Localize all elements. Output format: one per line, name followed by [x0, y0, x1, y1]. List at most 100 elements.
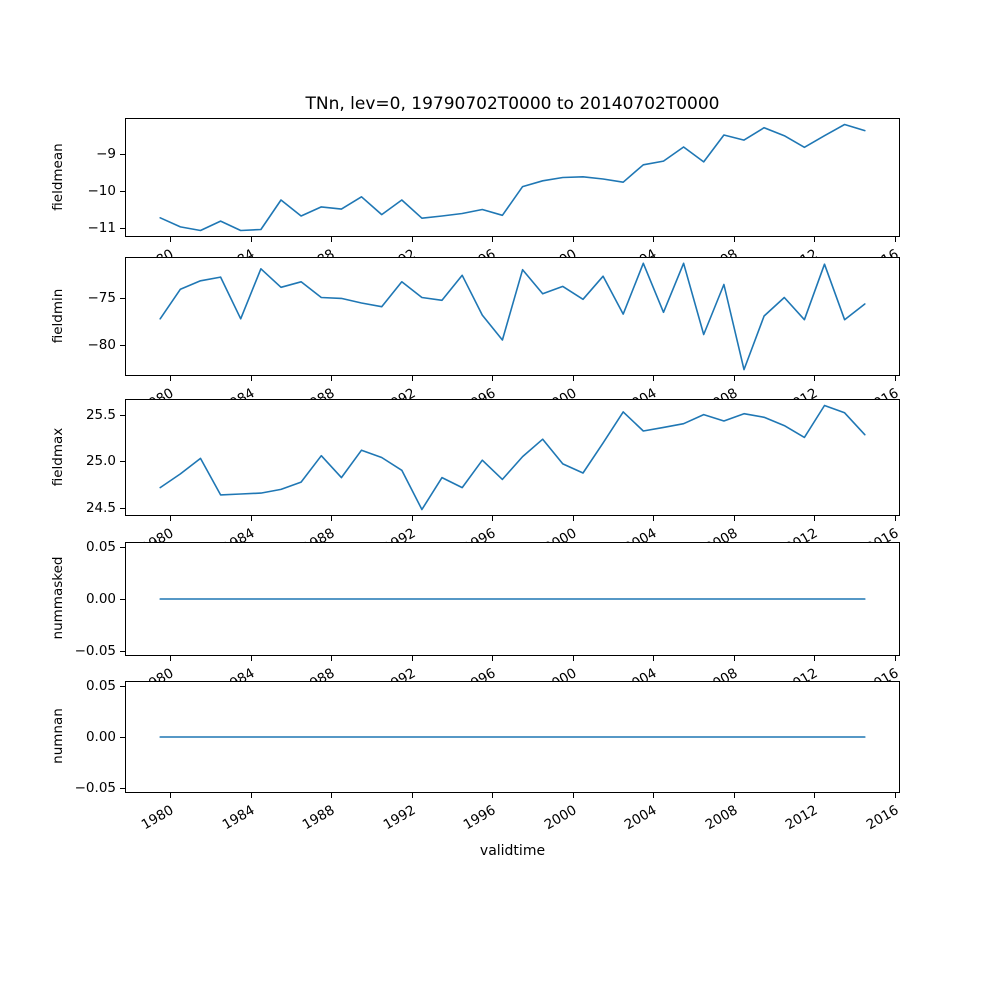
x-tick-mark — [814, 376, 816, 381]
x-tick-mark — [492, 793, 494, 798]
series-line-fieldmin — [159, 262, 866, 371]
x-tick-mark — [733, 793, 735, 798]
x-tick-mark — [572, 793, 574, 798]
x-tick-mark — [653, 237, 655, 242]
y-tick-label: −0.05 — [74, 642, 116, 659]
x-tick-mark — [814, 516, 816, 521]
x-tick-mark — [895, 237, 896, 242]
x-tick-mark — [331, 656, 333, 661]
x-tick-mark — [814, 793, 816, 798]
plot-area-fieldmin — [125, 257, 900, 376]
x-tick-label: 2016 — [863, 802, 902, 834]
y-tick-mark — [120, 599, 125, 600]
x-tick-mark — [572, 237, 574, 242]
y-tick-mark — [120, 461, 125, 463]
y-tick-mark — [120, 787, 125, 789]
y-tick-label: 0.05 — [85, 539, 116, 556]
x-axis-label: validtime — [479, 843, 546, 859]
y-tick-mark — [120, 686, 125, 688]
y-tick-label: 0.00 — [85, 729, 116, 745]
x-tick-mark — [572, 376, 574, 381]
series-line-fieldmean — [159, 123, 866, 232]
x-tick-mark — [733, 376, 735, 381]
y-tick-mark — [120, 153, 125, 155]
y-tick-label: 0.05 — [85, 678, 116, 695]
y-tick-mark — [120, 414, 125, 416]
series-line-numnan — [159, 736, 866, 738]
y-tick-mark — [120, 345, 125, 347]
line-fieldmax — [159, 404, 866, 511]
plot-area-fieldmax — [125, 399, 900, 516]
x-tick-mark — [572, 656, 574, 661]
y-axis-label-fieldmin: fieldmin — [50, 288, 66, 343]
x-tick-mark — [250, 237, 252, 242]
y-tick-mark — [120, 547, 125, 549]
x-tick-mark — [653, 793, 655, 798]
y-tick-label: 25.0 — [85, 453, 116, 470]
y-tick-label: 24.5 — [85, 499, 116, 516]
y-tick-label: −80 — [87, 337, 117, 354]
x-tick-mark — [572, 516, 574, 521]
x-tick-mark — [492, 376, 494, 381]
x-tick-mark — [814, 656, 816, 661]
y-tick-label: −9 — [96, 145, 116, 162]
y-tick-label: 25.5 — [85, 406, 116, 423]
x-tick-mark — [492, 237, 494, 242]
x-tick-mark — [492, 656, 494, 661]
x-tick-label: 1988 — [300, 802, 338, 834]
y-tick-label: −10 — [87, 182, 117, 199]
x-tick-mark — [653, 656, 655, 661]
x-tick-label: 2008 — [702, 802, 741, 834]
x-tick-label: 2004 — [622, 802, 660, 834]
x-tick-mark — [170, 516, 172, 521]
x-tick-mark — [411, 516, 413, 521]
x-tick-mark — [895, 516, 896, 521]
x-tick-mark — [895, 376, 896, 381]
x-tick-mark — [411, 237, 413, 242]
x-tick-mark — [250, 376, 252, 381]
plot-area-fieldmean — [125, 118, 900, 237]
x-tick-label: 1984 — [219, 802, 258, 834]
x-tick-mark — [733, 656, 735, 661]
y-tick-label: −75 — [87, 290, 117, 307]
series-line-fieldmax — [159, 404, 866, 511]
y-tick-mark — [120, 298, 125, 300]
x-tick-mark — [250, 516, 252, 521]
x-tick-mark — [653, 516, 655, 521]
x-tick-mark — [895, 793, 896, 798]
x-tick-mark — [411, 793, 413, 798]
x-tick-label: 1992 — [380, 802, 419, 834]
x-tick-mark — [895, 656, 896, 661]
y-axis-label-numnan: numnan — [50, 708, 66, 764]
y-tick-label: −11 — [87, 219, 117, 236]
series-line-nummasked — [159, 598, 866, 600]
x-tick-mark — [331, 376, 333, 381]
y-tick-label: −0.05 — [74, 779, 116, 796]
x-tick-mark — [170, 237, 172, 242]
y-tick-mark — [120, 737, 125, 738]
y-tick-mark — [120, 507, 125, 509]
x-tick-mark — [170, 656, 172, 661]
y-axis-label-nummasked: nummasked — [50, 556, 66, 640]
x-tick-mark — [331, 237, 333, 242]
x-tick-mark — [492, 516, 494, 521]
x-tick-mark — [170, 376, 172, 381]
x-tick-mark — [250, 656, 252, 661]
x-tick-label: 1996 — [461, 802, 499, 834]
y-axis-label-fieldmean: fieldmean — [50, 142, 66, 211]
x-tick-mark — [733, 237, 735, 242]
line-fieldmean — [159, 123, 866, 232]
x-tick-mark — [250, 793, 252, 798]
x-tick-label: 2012 — [783, 802, 821, 834]
x-tick-mark — [653, 376, 655, 381]
line-fieldmin — [159, 262, 866, 371]
x-tick-mark — [170, 793, 172, 798]
x-tick-mark — [411, 656, 413, 661]
chart-title: TNn, lev=0, 19790702T0000 to 20140702T00… — [305, 94, 720, 114]
x-tick-label: 1980 — [139, 802, 177, 834]
x-tick-mark — [733, 516, 735, 521]
x-tick-mark — [331, 793, 333, 798]
x-tick-mark — [814, 237, 816, 242]
y-tick-mark — [120, 227, 125, 229]
